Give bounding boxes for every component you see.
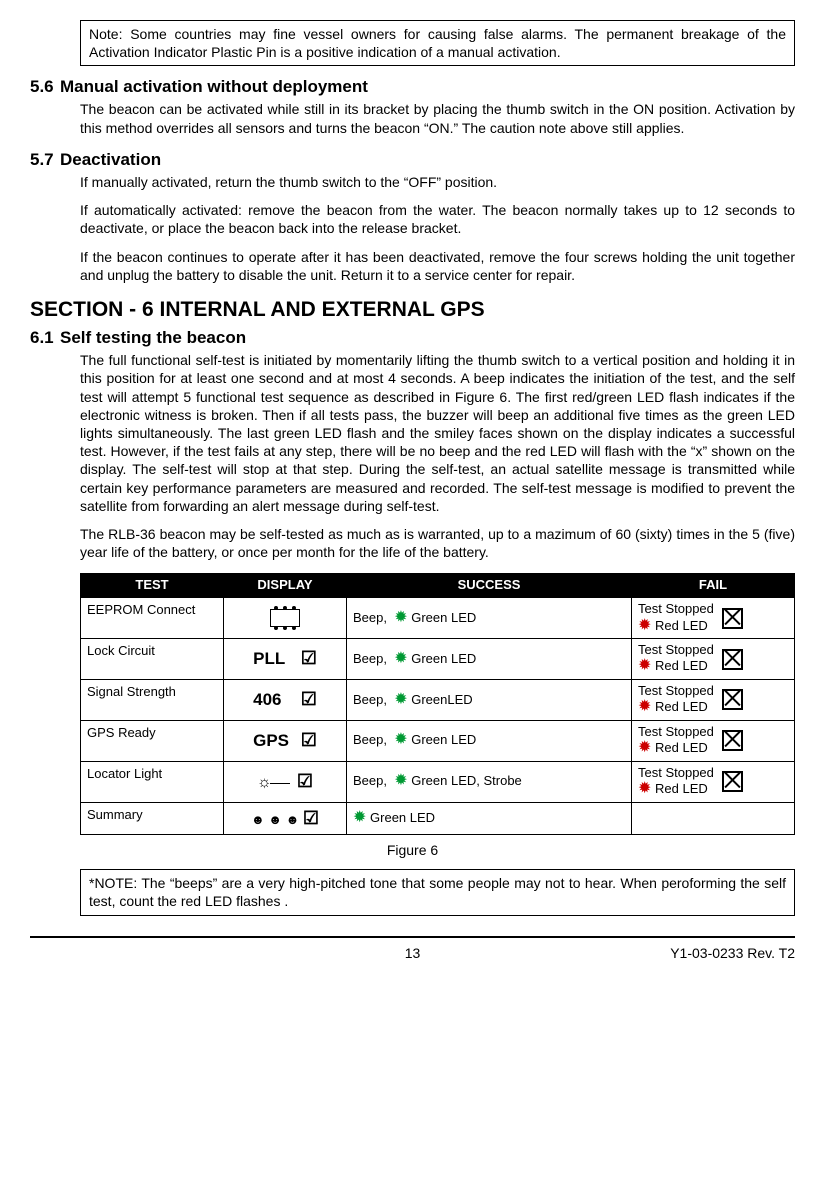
page-footer: 13 Y1-03-0233 Rev. T2 [30,936,795,962]
section-number: 5.6 [30,76,60,98]
paragraph: The beacon can be activated while still … [80,100,795,136]
paragraph: If manually activated, return the thumb … [80,173,795,191]
table-row: GPS Ready GPS ☑ Beep, ✹ Green LED Test S… [81,720,795,761]
chip-icon [270,609,300,627]
cell-success: Beep, ✹ Green LED [347,639,632,680]
section-number: 6.1 [30,327,60,349]
th-display: DISPLAY [224,574,347,598]
section-5-7: 5.7Deactivation If manually activated, r… [30,149,795,284]
section-title-text: Deactivation [60,150,161,169]
heading-6-1: 6.1Self testing the beacon [30,327,795,349]
section-6-heading: SECTION - 6 INTERNAL AND EXTERNAL GPS [30,296,795,323]
table-row: Signal Strength 406 ☑ Beep, ✹ GreenLED T… [81,680,795,721]
green-led-icon: ✹ [394,650,407,667]
display-code: 406 [253,689,297,711]
check-icon: ☑ [301,730,317,750]
check-icon: ☑ [297,771,313,791]
cell-test: Locator Light [81,761,224,802]
display-code: PLL [253,648,297,670]
cell-display: 406 ☑ [224,680,347,721]
cell-success: Beep, ✹ Green LED [347,598,632,639]
green-led-icon: ✹ [394,609,407,626]
cell-success: Beep, ✹ Green LED, Strobe [347,761,632,802]
cell-test: EEPROM Connect [81,598,224,639]
cell-display [224,598,347,639]
x-box-icon [722,608,743,629]
section-number: 5.7 [30,149,60,171]
cell-display: GPS ☑ [224,720,347,761]
green-led-icon: ✹ [394,772,407,789]
section-6-1: 6.1Self testing the beacon The full func… [30,327,795,561]
table-row: EEPROM Connect Beep, ✹ Green LED Test St… [81,598,795,639]
check-icon: ☑ [301,648,317,668]
th-success: SUCCESS [347,574,632,598]
body-5-7: If manually activated, return the thumb … [80,173,795,284]
table-row: Summary ☻ ☻ ☻ ☑ ✹ Green LED [81,802,795,834]
cell-test: Lock Circuit [81,639,224,680]
section-title-text: Manual activation without deployment [60,77,368,96]
heading-5-6: 5.6Manual activation without deployment [30,76,795,98]
green-led-icon: ✹ [353,809,366,826]
red-led-icon: ✹ [638,657,651,674]
cell-display: ☻ ☻ ☻ ☑ [224,802,347,834]
cell-test: Summary [81,802,224,834]
cell-test: GPS Ready [81,720,224,761]
footer-spacer [30,944,230,962]
red-led-icon: ✹ [638,617,651,634]
cell-fail: Test Stopped✹ Red LED [632,680,795,721]
paragraph: If automatically activated: remove the b… [80,201,795,237]
strobe-line-icon [270,783,290,784]
cell-fail: Test Stopped✹ Red LED [632,761,795,802]
check-icon: ☑ [301,689,317,709]
x-box-icon [722,771,743,792]
cell-fail: Test Stopped✹ Red LED [632,720,795,761]
red-led-icon: ✹ [638,698,651,715]
paragraph: The RLB-36 beacon may be self-tested as … [80,525,795,561]
check-icon: ☑ [303,808,319,828]
cell-display: PLL ☑ [224,639,347,680]
th-fail: FAIL [632,574,795,598]
body-6-1: The full functional self-test is initiat… [80,351,795,561]
table-row: Locator Light ☑ Beep, ✹ Green LED, Strob… [81,761,795,802]
cell-fail: Test Stopped✹ Red LED [632,639,795,680]
green-led-icon: ✹ [394,731,407,748]
green-led-icon: ✹ [394,691,407,708]
cell-display: ☑ [224,761,347,802]
self-test-table: TEST DISPLAY SUCCESS FAIL EEPROM Connect… [80,573,795,835]
red-led-icon: ✹ [638,780,651,797]
section-title-text: Self testing the beacon [60,328,246,347]
cell-fail: Test Stopped✹ Red LED [632,598,795,639]
caution-note-box: Note: Some countries may fine vessel own… [80,20,795,66]
red-led-icon: ✹ [638,739,651,756]
x-box-icon [722,730,743,751]
section-5-6: 5.6Manual activation without deployment … [30,76,795,136]
cell-success: Beep, ✹ Green LED [347,720,632,761]
heading-5-7: 5.7Deactivation [30,149,795,171]
x-box-icon [722,689,743,710]
test-table-wrap: TEST DISPLAY SUCCESS FAIL EEPROM Connect… [80,573,795,835]
display-code: GPS [253,730,297,752]
body-5-6: The beacon can be activated while still … [80,100,795,136]
paragraph: If the beacon continues to operate after… [80,248,795,284]
page-number: 13 [230,944,595,962]
smiley-icon: ☻ ☻ ☻ [251,812,299,827]
cell-success: Beep, ✹ GreenLED [347,680,632,721]
table-header-row: TEST DISPLAY SUCCESS FAIL [81,574,795,598]
figure-caption: Figure 6 [30,841,795,859]
th-test: TEST [81,574,224,598]
bottom-note-box: *NOTE: The “beeps” are a very high-pitch… [80,869,795,915]
x-box-icon [722,649,743,670]
cell-test: Signal Strength [81,680,224,721]
table-row: Lock Circuit PLL ☑ Beep, ✹ Green LED Tes… [81,639,795,680]
revision-number: Y1-03-0233 Rev. T2 [595,944,795,962]
paragraph: The full functional self-test is initiat… [80,351,795,515]
cell-success: ✹ Green LED [347,802,632,834]
cell-fail [632,802,795,834]
